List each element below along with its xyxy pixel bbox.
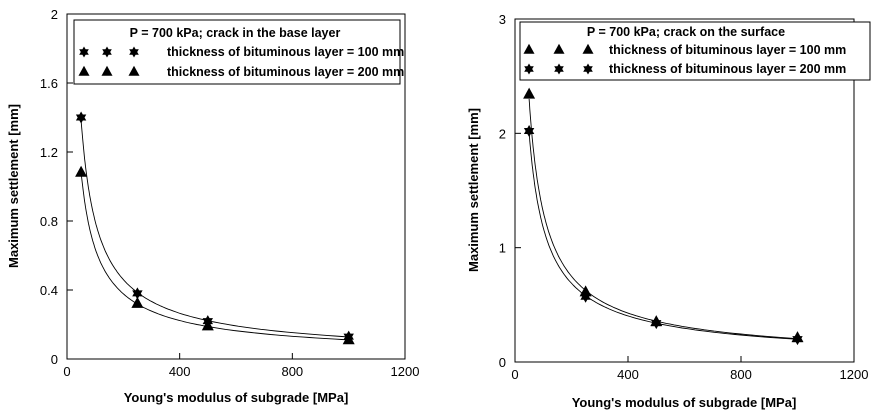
fit-curve: [80, 119, 349, 338]
legend: P = 700 kPa; crack on the surface thickn…: [519, 21, 871, 81]
y-tick-label: 1.6: [40, 76, 58, 91]
legend-marker: [583, 63, 593, 75]
legend-marker: [78, 65, 90, 76]
data-point: [792, 333, 803, 346]
plot-frame: [66, 13, 406, 360]
x-tick-label: 0: [63, 364, 70, 379]
legend-marker: [553, 43, 565, 54]
x-axis-title: Young's modulus of subgrade [MPa]: [124, 390, 349, 405]
legend-marker: [128, 65, 140, 76]
data-point: [651, 317, 662, 330]
y-tick-label: 0: [51, 352, 58, 367]
y-axis-title: Maximum settlement [mm]: [6, 104, 21, 268]
y-tick-label: 2: [51, 7, 58, 22]
legend-markers: [78, 46, 140, 76]
legend-entry-label: thickness of bituminous layer = 200 mm: [167, 65, 404, 79]
data-markers: [75, 111, 355, 345]
legend-marker: [79, 46, 89, 58]
data-point: [75, 111, 87, 124]
legend-entry-label: thickness of bituminous layer = 100 mm: [167, 45, 404, 59]
data-point: [132, 287, 143, 300]
legend-entry-label: thickness of bituminous layer = 100 mm: [609, 43, 846, 57]
legend-entry-label: thickness of bituminous layer = 200 mm: [609, 62, 846, 76]
y-tick-label: 1: [499, 241, 506, 256]
plot-frame: [514, 18, 855, 363]
legend-marker: [102, 46, 112, 58]
fit-curves: [528, 98, 798, 340]
chart-right: 0 400 800 1200 0 1 2 3 P = 700 kPa; crack on th…: [466, 12, 871, 410]
x-tick-label: 1200: [391, 364, 420, 379]
legend-marker: [101, 65, 113, 76]
fit-curve: [528, 132, 798, 340]
x-tick-label: 0: [511, 367, 518, 382]
legend: P = 700 kPa; crack in the base layer thi…: [73, 19, 404, 85]
legend-markers: [523, 43, 594, 75]
data-point: [131, 296, 144, 308]
y-tick-label: 2: [499, 126, 506, 141]
data-point: [523, 125, 535, 137]
data-point: [523, 87, 536, 99]
fit-curves: [80, 119, 349, 341]
data-point: [580, 290, 591, 303]
legend-marker: [582, 43, 594, 54]
data-point: [342, 333, 355, 345]
legend-marker: [524, 63, 534, 75]
legend-marker: [129, 46, 139, 58]
x-tick-label: 800: [281, 364, 303, 379]
legend-marker: [554, 63, 564, 75]
legend-box: [519, 21, 871, 81]
tick-group: 0 400 800 1200 0 1 2 3: [499, 12, 869, 382]
y-tick-label: 0.8: [40, 214, 58, 229]
legend-title: P = 700 kPa; crack in the base layer: [130, 26, 341, 40]
data-point: [201, 319, 214, 331]
x-tick-label: 1200: [840, 367, 869, 382]
legend-marker: [523, 43, 535, 54]
x-axis-title: Young's modulus of subgrade [MPa]: [572, 395, 797, 410]
y-tick-label: 0: [499, 355, 506, 370]
legend-box: [73, 19, 401, 85]
data-markers: [523, 87, 804, 346]
y-tick-label: 3: [499, 12, 506, 27]
y-axis-title: Maximum settlement [mm]: [466, 108, 481, 272]
x-tick-label: 800: [730, 367, 752, 382]
x-tick-label: 400: [169, 364, 191, 379]
tick-group: 0 400 800 1200 0 0.4 0.8 1.2 1.6 2: [40, 7, 420, 379]
y-tick-label: 0.4: [40, 283, 58, 298]
legend-title: P = 700 kPa; crack on the surface: [587, 25, 785, 39]
data-point: [75, 165, 88, 177]
y-tick-label: 1.2: [40, 145, 58, 160]
chart-left: 0 400 800 1200 0 0.4 0.8 1.2 1.6 2 P = 700 kPa; c…: [6, 7, 419, 405]
fit-curve: [528, 98, 798, 340]
x-tick-label: 400: [617, 367, 639, 382]
fit-curve: [80, 171, 349, 341]
